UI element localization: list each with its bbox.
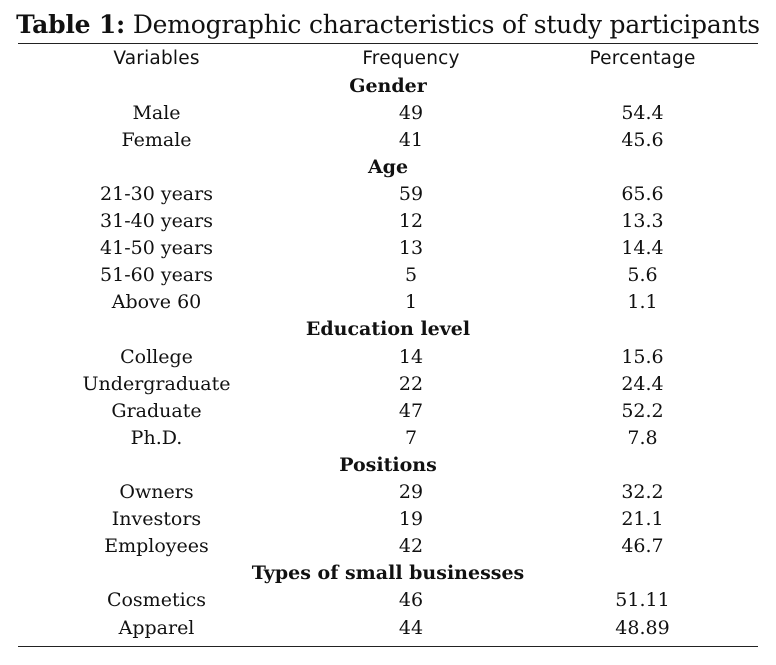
cell-frequency: 59 bbox=[398, 183, 424, 206]
cell-variable: College bbox=[120, 345, 193, 368]
table-row: Female 41 45.6 bbox=[18, 126, 758, 153]
cell-percentage: 24.4 bbox=[621, 372, 664, 395]
cell-variable: Employees bbox=[104, 535, 209, 558]
cell-frequency: 12 bbox=[398, 210, 424, 233]
cell-percentage: 1.1 bbox=[627, 291, 658, 314]
cell-frequency: 1 bbox=[404, 291, 418, 314]
cell-percentage: 5.6 bbox=[627, 264, 658, 287]
cell-percentage: 7.8 bbox=[627, 426, 658, 449]
cell-frequency: 19 bbox=[398, 508, 424, 531]
table-row: Investors 19 21.1 bbox=[18, 506, 758, 533]
section-heading-gender: Gender bbox=[349, 74, 427, 97]
cell-variable: Above 60 bbox=[111, 291, 202, 314]
section-heading-age: Age bbox=[367, 155, 409, 178]
cell-variable: Ph.D. bbox=[130, 426, 183, 449]
table-row: Above 60 1 1.1 bbox=[18, 289, 758, 316]
table-header-row: Variables Frequency Percentage bbox=[18, 45, 758, 72]
table-row: College 14 15.6 bbox=[18, 343, 758, 370]
cell-variable: Undergraduate bbox=[82, 372, 231, 395]
cell-percentage: 45.6 bbox=[621, 128, 664, 151]
cell-frequency: 29 bbox=[398, 481, 424, 504]
table-row: 41-50 years 13 14.4 bbox=[18, 235, 758, 262]
cell-percentage: 54.4 bbox=[621, 101, 664, 124]
cell-variable: Apparel bbox=[118, 616, 195, 639]
table-row: Cosmetics 46 51.11 bbox=[18, 587, 758, 614]
table-row: Male 49 54.4 bbox=[18, 99, 758, 126]
cell-variable: 51-60 years bbox=[100, 264, 213, 287]
table-row: 51-60 years 5 5.6 bbox=[18, 262, 758, 289]
cell-frequency: 14 bbox=[398, 345, 424, 368]
table-caption-label: Table 1: bbox=[16, 10, 126, 39]
table-row: Apparel 44 48.89 bbox=[18, 614, 758, 641]
table-bottom-rule bbox=[18, 646, 758, 647]
table-top-rule bbox=[18, 43, 758, 44]
cell-variable: 31-40 years bbox=[100, 210, 213, 233]
cell-frequency: 5 bbox=[404, 264, 418, 287]
cell-frequency: 46 bbox=[398, 589, 424, 612]
table-row: 21-30 years 59 65.6 bbox=[18, 180, 758, 207]
cell-percentage: 15.6 bbox=[621, 345, 664, 368]
section-heading-positions: Positions bbox=[339, 453, 437, 476]
table-row: Employees 42 46.7 bbox=[18, 533, 758, 560]
cell-percentage: 52.2 bbox=[621, 399, 664, 422]
cell-variable: Graduate bbox=[111, 399, 202, 422]
cell-percentage: 32.2 bbox=[621, 481, 664, 504]
table-row: Ph.D. 7 7.8 bbox=[18, 424, 758, 451]
cell-percentage: 48.89 bbox=[615, 616, 670, 639]
table-caption: Table 1: Demographic characteristics of … bbox=[0, 10, 776, 40]
cell-frequency: 47 bbox=[398, 399, 424, 422]
cell-frequency: 49 bbox=[398, 101, 424, 124]
cell-frequency: 22 bbox=[398, 372, 424, 395]
cell-variable: Female bbox=[121, 128, 192, 151]
cell-percentage: 21.1 bbox=[621, 508, 664, 531]
table-row: Graduate 47 52.2 bbox=[18, 397, 758, 424]
cell-variable: Cosmetics bbox=[106, 589, 207, 612]
cell-variable: Male bbox=[132, 101, 181, 124]
cell-percentage: 51.11 bbox=[615, 589, 670, 612]
cell-frequency: 7 bbox=[404, 426, 418, 449]
table-row: Undergraduate 22 24.4 bbox=[18, 370, 758, 397]
cell-frequency: 41 bbox=[398, 128, 424, 151]
section-heading-education-level: Education level bbox=[305, 318, 471, 341]
cell-variable: 41-50 years bbox=[100, 237, 213, 260]
table-row: Owners 29 32.2 bbox=[18, 479, 758, 506]
cell-percentage: 46.7 bbox=[621, 535, 664, 558]
cell-percentage: 65.6 bbox=[621, 183, 664, 206]
cell-variable: Investors bbox=[111, 508, 202, 531]
cell-percentage: 14.4 bbox=[621, 237, 664, 260]
section-heading-types-of-small-businesses: Types of small businesses bbox=[251, 562, 525, 585]
cell-frequency: 44 bbox=[398, 616, 424, 639]
cell-frequency: 13 bbox=[398, 237, 424, 260]
demographics-table: Variables Frequency Percentage Gender Ma… bbox=[18, 45, 758, 641]
cell-variable: Owners bbox=[119, 481, 194, 504]
table-caption-text: Demographic characteristics of study par… bbox=[125, 10, 760, 39]
header-percentage: Percentage bbox=[589, 48, 696, 70]
header-variables: Variables bbox=[113, 48, 200, 70]
cell-percentage: 13.3 bbox=[621, 210, 664, 233]
cell-variable: 21-30 years bbox=[100, 183, 213, 206]
table-row: 31-40 years 12 13.3 bbox=[18, 208, 758, 235]
cell-frequency: 42 bbox=[398, 535, 424, 558]
header-frequency: Frequency bbox=[362, 48, 460, 70]
